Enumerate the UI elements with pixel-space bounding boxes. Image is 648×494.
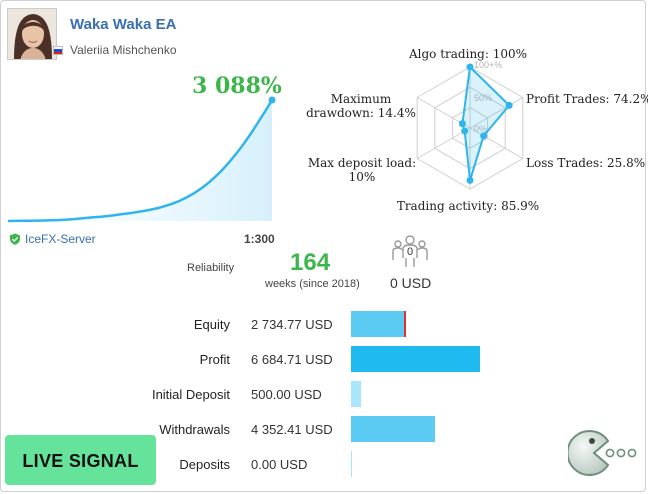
stat-value: 2 734.77 USD [251, 317, 333, 332]
radar-point-1 [505, 101, 513, 109]
stat-bar [351, 346, 480, 372]
signal-title[interactable]: Waka Waka EA [70, 16, 177, 33]
radar-point-0 [466, 63, 474, 71]
growth-end-point [268, 96, 276, 104]
stat-bar [351, 381, 361, 407]
radar-axis-label: 10% [349, 170, 376, 184]
radar-point-5 [458, 120, 466, 128]
radar-point-2 [480, 132, 488, 140]
radar-ring-label: 100+% [474, 60, 502, 70]
radar-axis-1 [469, 97, 524, 129]
stat-label: Profit [199, 352, 230, 367]
weeks-value: 164 [290, 249, 331, 276]
russia-flag-icon [53, 46, 63, 55]
radar-series-area [461, 64, 511, 181]
server-name: IceFX-Server [25, 232, 96, 246]
stat-label: Equity [193, 317, 230, 332]
radar-ring-label: 50% [474, 93, 492, 103]
radar-axis-label: Trading activity: 85.9% [397, 199, 539, 213]
radar-ring-label: 0% [474, 124, 487, 134]
live-signal-label: LIVE SIGNAL [22, 451, 139, 471]
radar-axis-label: drawdown: 14.4% [306, 106, 416, 120]
radar-axis-2 [469, 127, 524, 159]
growth-value: 3 088% [192, 73, 282, 99]
radar-axis-label: Profit Trades: 74.2% [526, 92, 648, 106]
stat-label: Initial Deposit [151, 387, 230, 402]
stat-value: 4 352.41 USD [251, 422, 333, 437]
radar-axis-label: Loss Trades: 25.8% [526, 156, 645, 170]
weeks-label: weeks (since 2018) [265, 278, 360, 290]
server-info: IceFX-Server [9, 232, 96, 246]
stat-value: 6 684.71 USD [251, 352, 333, 367]
growth-line [7, 99, 274, 223]
stat-value: 0.00 USD [251, 457, 308, 472]
stat-label: Withdrawals [159, 422, 230, 437]
growth-area [8, 100, 272, 221]
shield-check-icon [10, 233, 20, 245]
leverage: 1:300 [244, 232, 275, 246]
pacman-logo-icon [568, 430, 637, 476]
author-name[interactable]: Valeriia Mishchenko [70, 43, 177, 57]
subscribers-count: 0 [406, 246, 414, 258]
radar-axis-4 [416, 127, 471, 159]
radar-axis-label: Algo trading: 100% [408, 47, 527, 61]
subscribers-icon [392, 235, 428, 267]
live-signal-button[interactable]: LIVE SIGNAL [5, 435, 156, 485]
stat-bar [351, 416, 435, 442]
stat-bar [351, 311, 406, 337]
subscribers-funds: 0 USD [390, 275, 432, 291]
stat-value: 500.00 USD [251, 387, 322, 402]
stat-label: Deposits [179, 457, 230, 472]
radar-point-4 [461, 127, 469, 135]
radar-point-3 [466, 176, 474, 184]
stat-bar [351, 451, 352, 477]
reliability-label: Reliability [187, 262, 235, 274]
radar-axis-label: Maximum [331, 92, 392, 106]
author-avatar[interactable] [7, 8, 57, 60]
radar-axis-label: Max deposit load: [308, 156, 416, 170]
